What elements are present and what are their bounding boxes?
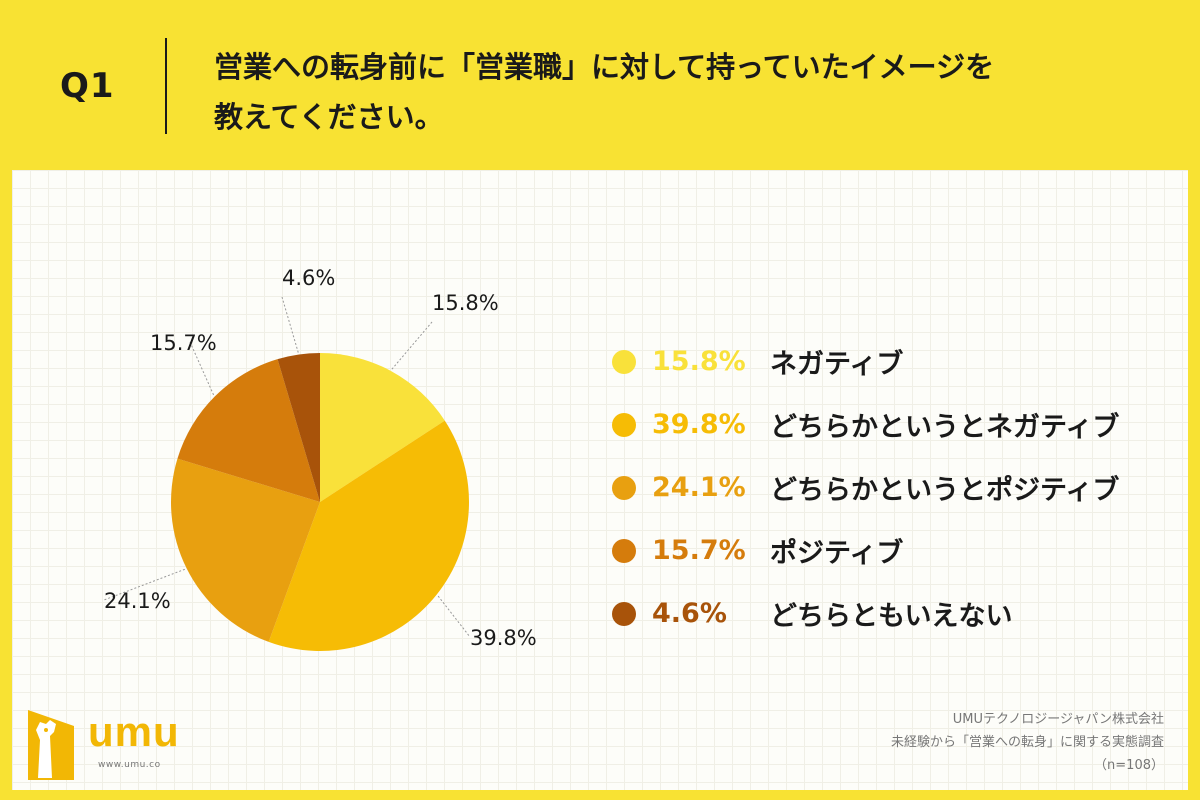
chart-panel: 15.8% 39.8% 24.1% 15.7% 4.6% 15.8% ネガティブ 39.… [12,170,1188,790]
question-title-line-2: 教えてください。 [214,100,444,134]
logo-url: www.umu.co [98,760,161,770]
leader-line-positive [189,341,215,396]
legend-value-neutral: 4.6% [652,598,727,629]
question-number: Q1 [60,66,115,106]
legend-value-somewhat-negative: 39.8% [652,409,746,440]
credit-sample-size: （n=108） [1094,758,1164,773]
legend-item-negative: 15.8% ネガティブ [604,330,1184,393]
pie-slice-somewhat-positive [170,458,320,642]
pie-slice-somewhat-negative [268,420,469,651]
header: Q1 営業への転身前に「営業職」に対して持っていたイメージを 教えてください。 [0,0,1200,170]
data-label-neutral: 4.6% [282,266,335,290]
pie-slice-neutral [277,353,320,502]
umu-logo: umu www.umu.co [12,690,192,790]
question-title: 営業への転身前に「営業職」に対して持っていたイメージを 教えてください。 [214,42,1174,142]
data-label-somewhat-positive: 24.1% [104,589,171,613]
logo-wordmark: umu [88,708,180,755]
question-title-line-1: 営業への転身前に「営業職」に対して持っていたイメージを [214,50,995,84]
header-divider [165,38,167,134]
legend-swatch-neutral [612,601,636,626]
pie-slice-positive [177,359,320,502]
legend-label-somewhat-negative: どちらかというとネガティブ [770,412,1120,443]
pie-slice-negative [320,353,445,502]
legend-value-negative: 15.8% [652,346,746,377]
data-label-somewhat-negative: 39.8% [470,626,537,650]
source-credit: UMUテクノロジージャパン株式会社 未経験から「営業への転身」に関する実態調査 … [891,708,1164,777]
legend-swatch-negative [612,349,636,374]
pie-chart: 15.8% 39.8% 24.1% 15.7% 4.6% [103,266,537,651]
credit-company: UMUテクノロジージャパン株式会社 [952,712,1164,727]
leader-line-neutral [281,296,299,353]
legend-label-somewhat-positive: どちらかというとポジティブ [770,475,1120,506]
leader-line-somewhat-positive [103,568,185,601]
legend-label-negative: ネガティブ [770,349,904,380]
legend-label-neutral: どちらともいえない [770,601,1013,632]
legend-swatch-somewhat-negative [612,412,636,437]
legend-swatch-positive [612,538,636,563]
leader-line-somewhat-negative [437,595,471,638]
legend-label-positive: ポジティブ [770,538,904,569]
credit-survey: 未経験から「営業への転身」に関する実態調査 [890,735,1164,750]
legend-item-positive: 15.7% ポジティブ [604,519,1184,582]
data-label-negative: 15.8% [432,291,499,315]
legend-item-somewhat-positive: 24.1% どちらかというとポジティブ [604,456,1184,519]
legend-value-positive: 15.7% [652,535,746,566]
legend-item-neutral: 4.6% どちらともいえない [604,582,1184,645]
legend-swatch-somewhat-positive [612,475,636,500]
legend-item-somewhat-negative: 39.8% どちらかというとネガティブ [604,393,1184,456]
leader-line-negative [391,321,433,370]
legend-value-somewhat-positive: 24.1% [652,472,746,503]
giraffe-logo-icon [28,710,74,780]
data-label-positive: 15.7% [150,331,217,355]
legend: 15.8% ネガティブ 39.8% どちらかというとネガティブ 24.1% どち… [604,330,1184,645]
